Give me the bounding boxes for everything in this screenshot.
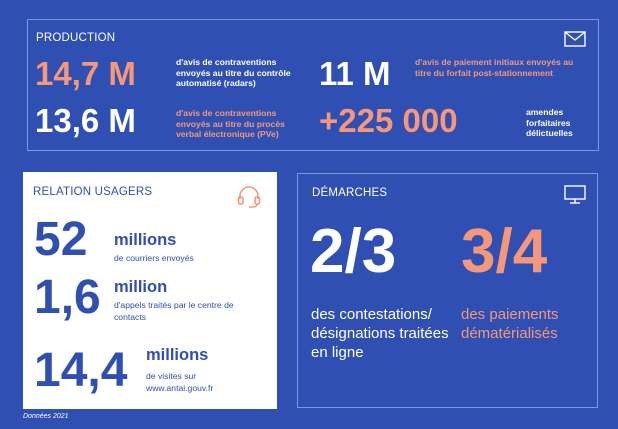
production-value-radars: 14,7 M (35, 55, 136, 92)
production-title: PRODUCTION (36, 32, 116, 44)
footnote: Données 2021 (23, 413, 69, 420)
usagers-unit-appels: million (114, 278, 168, 296)
production-value-afd: +225 000 (319, 102, 458, 139)
production-desc-pve: d'avis de contraventions envoyés au titr… (176, 108, 285, 139)
monitor-icon (564, 185, 586, 204)
production-desc-fps: d'avis de paiement initiaux envoyés au t… (415, 57, 574, 78)
demarches-title: DÉMARCHES (312, 187, 388, 199)
demarches-value-contestations: 2/3 (310, 217, 397, 286)
headset-icon (237, 186, 261, 208)
relation-usagers-panel: RELATION USAGERS 52 millions de courrier… (23, 172, 277, 409)
demarches-text-paiements: des paiements dématérialisés (461, 306, 559, 342)
production-value-pve: 13,6 M (35, 102, 136, 139)
demarches-panel: DÉMARCHES 2/3 des contestations/ désigna… (297, 173, 598, 408)
usagers-value-visites: 14,4 (34, 344, 128, 397)
usagers-value-appels: 1,6 (34, 271, 101, 324)
production-desc-afd: amendes forfaitaires délictuelles (526, 107, 573, 138)
usagers-unit-courriers: millions (114, 231, 177, 249)
production-panel: PRODUCTION 14,7 M d'avis de contraventio… (27, 19, 599, 151)
usagers-title: RELATION USAGERS (33, 186, 153, 198)
demarches-value-paiements: 3/4 (461, 217, 548, 286)
production-value-fps: 11 M (319, 55, 391, 92)
production-desc-radars: d'avis de contraventions envoyés au titr… (176, 57, 291, 88)
mail-icon (564, 31, 586, 47)
usagers-sub-courriers: de courriers envoyés (114, 253, 194, 263)
usagers-sub-visites: de visites sur www.antai.gouv.fr (146, 371, 214, 393)
usagers-unit-visites: millions (146, 346, 209, 364)
usagers-sub-appels: d'appels traités par le centre de contac… (114, 300, 234, 322)
usagers-value-courriers: 52 (34, 213, 88, 266)
demarches-text-contestations: des contestations/ désignations traitées… (311, 306, 449, 361)
